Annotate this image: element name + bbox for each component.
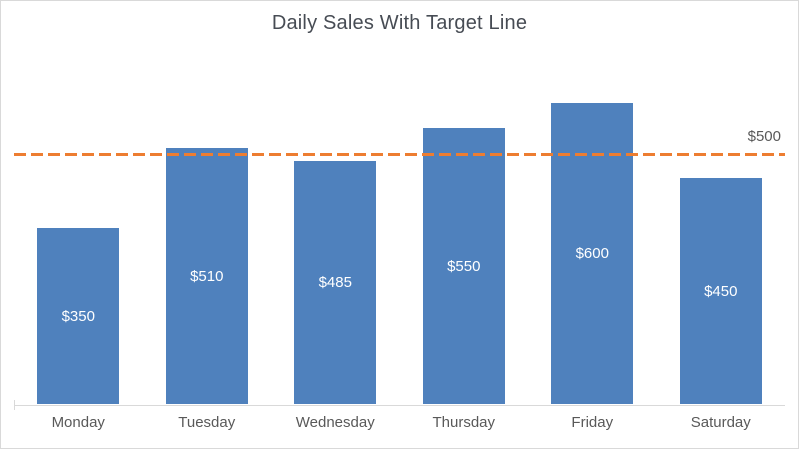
x-axis-label-thursday: Thursday	[432, 414, 496, 431]
target-line-value-label: $500	[747, 128, 781, 145]
bar-monday[interactable]: $350	[37, 228, 120, 404]
x-axis-labels: Monday Tuesday Wednesday Thursday Friday Satu…	[14, 414, 785, 431]
bar-slot: $600	[528, 44, 657, 404]
target-line	[14, 153, 785, 156]
bar-wednesday[interactable]: $485	[294, 161, 377, 404]
bar-value-label: $510	[190, 267, 224, 285]
x-axis-label-wednesday: Wednesday	[295, 414, 375, 431]
x-axis-label-tuesday: Tuesday	[178, 414, 236, 431]
bar-value-label: $550	[447, 257, 481, 275]
bar-value-label: $485	[318, 274, 352, 291]
bar-thursday[interactable]: $550	[422, 128, 505, 404]
bar-value-label: $450	[704, 282, 738, 300]
x-axis-label-saturday: Saturday	[690, 414, 751, 431]
bar-saturday[interactable]: $450	[679, 178, 762, 404]
bars-row: $350 $510 $485 $550 $600 $450	[14, 44, 785, 404]
bar-slot: $350	[14, 44, 143, 404]
chart-title: Daily Sales With Target Line	[271, 12, 528, 34]
x-axis-label-friday: Friday	[571, 414, 614, 431]
bar-slot: $485	[271, 44, 400, 404]
x-axis-line	[14, 405, 785, 406]
bar-value-label: $350	[61, 307, 95, 325]
x-axis-tick	[14, 400, 15, 410]
bar-slot: $550	[400, 44, 529, 404]
bar-tuesday[interactable]: $510	[165, 148, 248, 404]
bar-slot: $450	[657, 44, 786, 404]
bar-friday[interactable]: $600	[551, 103, 634, 404]
bar-slot: $510	[143, 44, 272, 404]
bar-value-label: $600	[575, 245, 609, 262]
x-axis-label-monday: Monday	[51, 414, 105, 431]
